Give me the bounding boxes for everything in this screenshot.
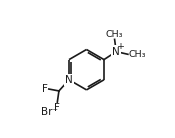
Text: +: + [117,42,125,51]
Text: Br⁻: Br⁻ [41,107,58,117]
Text: CH₃: CH₃ [106,30,123,39]
Text: CH₃: CH₃ [128,50,146,59]
Text: N: N [112,47,120,57]
Text: F: F [42,84,48,94]
Text: N: N [65,75,73,85]
Text: F: F [54,103,60,113]
